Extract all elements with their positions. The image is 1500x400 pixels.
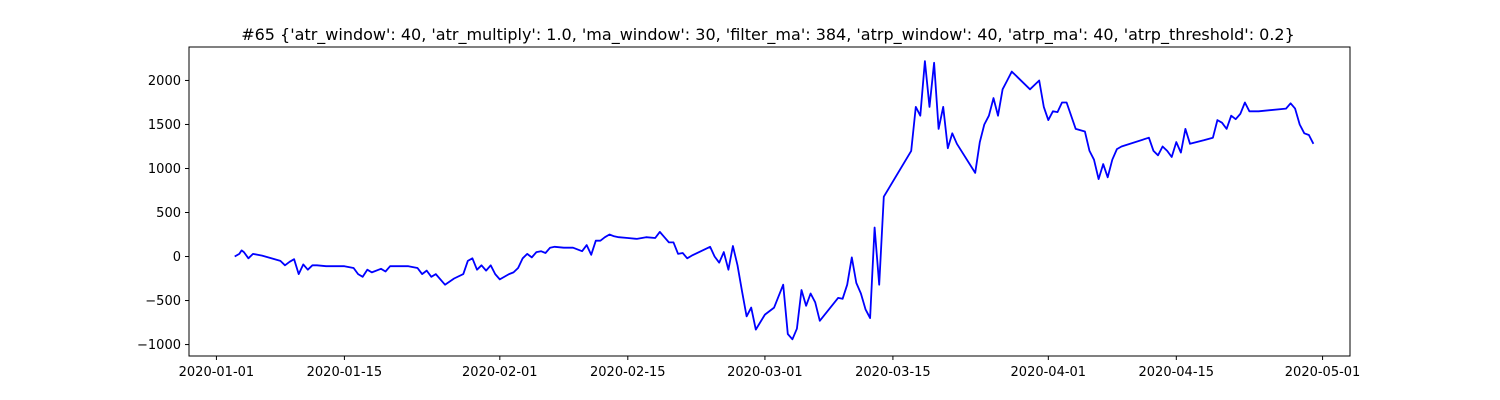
y-tick-label: −1000 — [137, 338, 181, 353]
x-tick-label: 2020-03-01 — [727, 365, 803, 380]
x-tick-label: 2020-04-01 — [1011, 365, 1087, 380]
x-tick-label: 2020-02-01 — [462, 365, 538, 380]
y-tick-label: 2000 — [148, 74, 181, 89]
y-tick-label: 0 — [173, 250, 181, 265]
x-tick-label: 2020-04-15 — [1139, 365, 1215, 380]
y-tick-label: 1000 — [148, 162, 181, 177]
x-tick-label: 2020-01-15 — [307, 365, 383, 380]
x-tick-label: 2020-05-01 — [1285, 365, 1361, 380]
plot-frame — [188, 46, 1351, 357]
x-tick-label: 2020-03-15 — [855, 365, 931, 380]
x-tick-label: 2020-01-01 — [179, 365, 255, 380]
chart-title: #65 {'atr_window': 40, 'atr_multiply': 1… — [241, 25, 1295, 45]
y-tick-label: 500 — [156, 206, 181, 221]
series-line — [234, 60, 1315, 341]
y-tick-label: 1500 — [148, 118, 181, 133]
x-tick-label: 2020-02-15 — [590, 365, 666, 380]
y-tick-label: −500 — [145, 294, 181, 309]
